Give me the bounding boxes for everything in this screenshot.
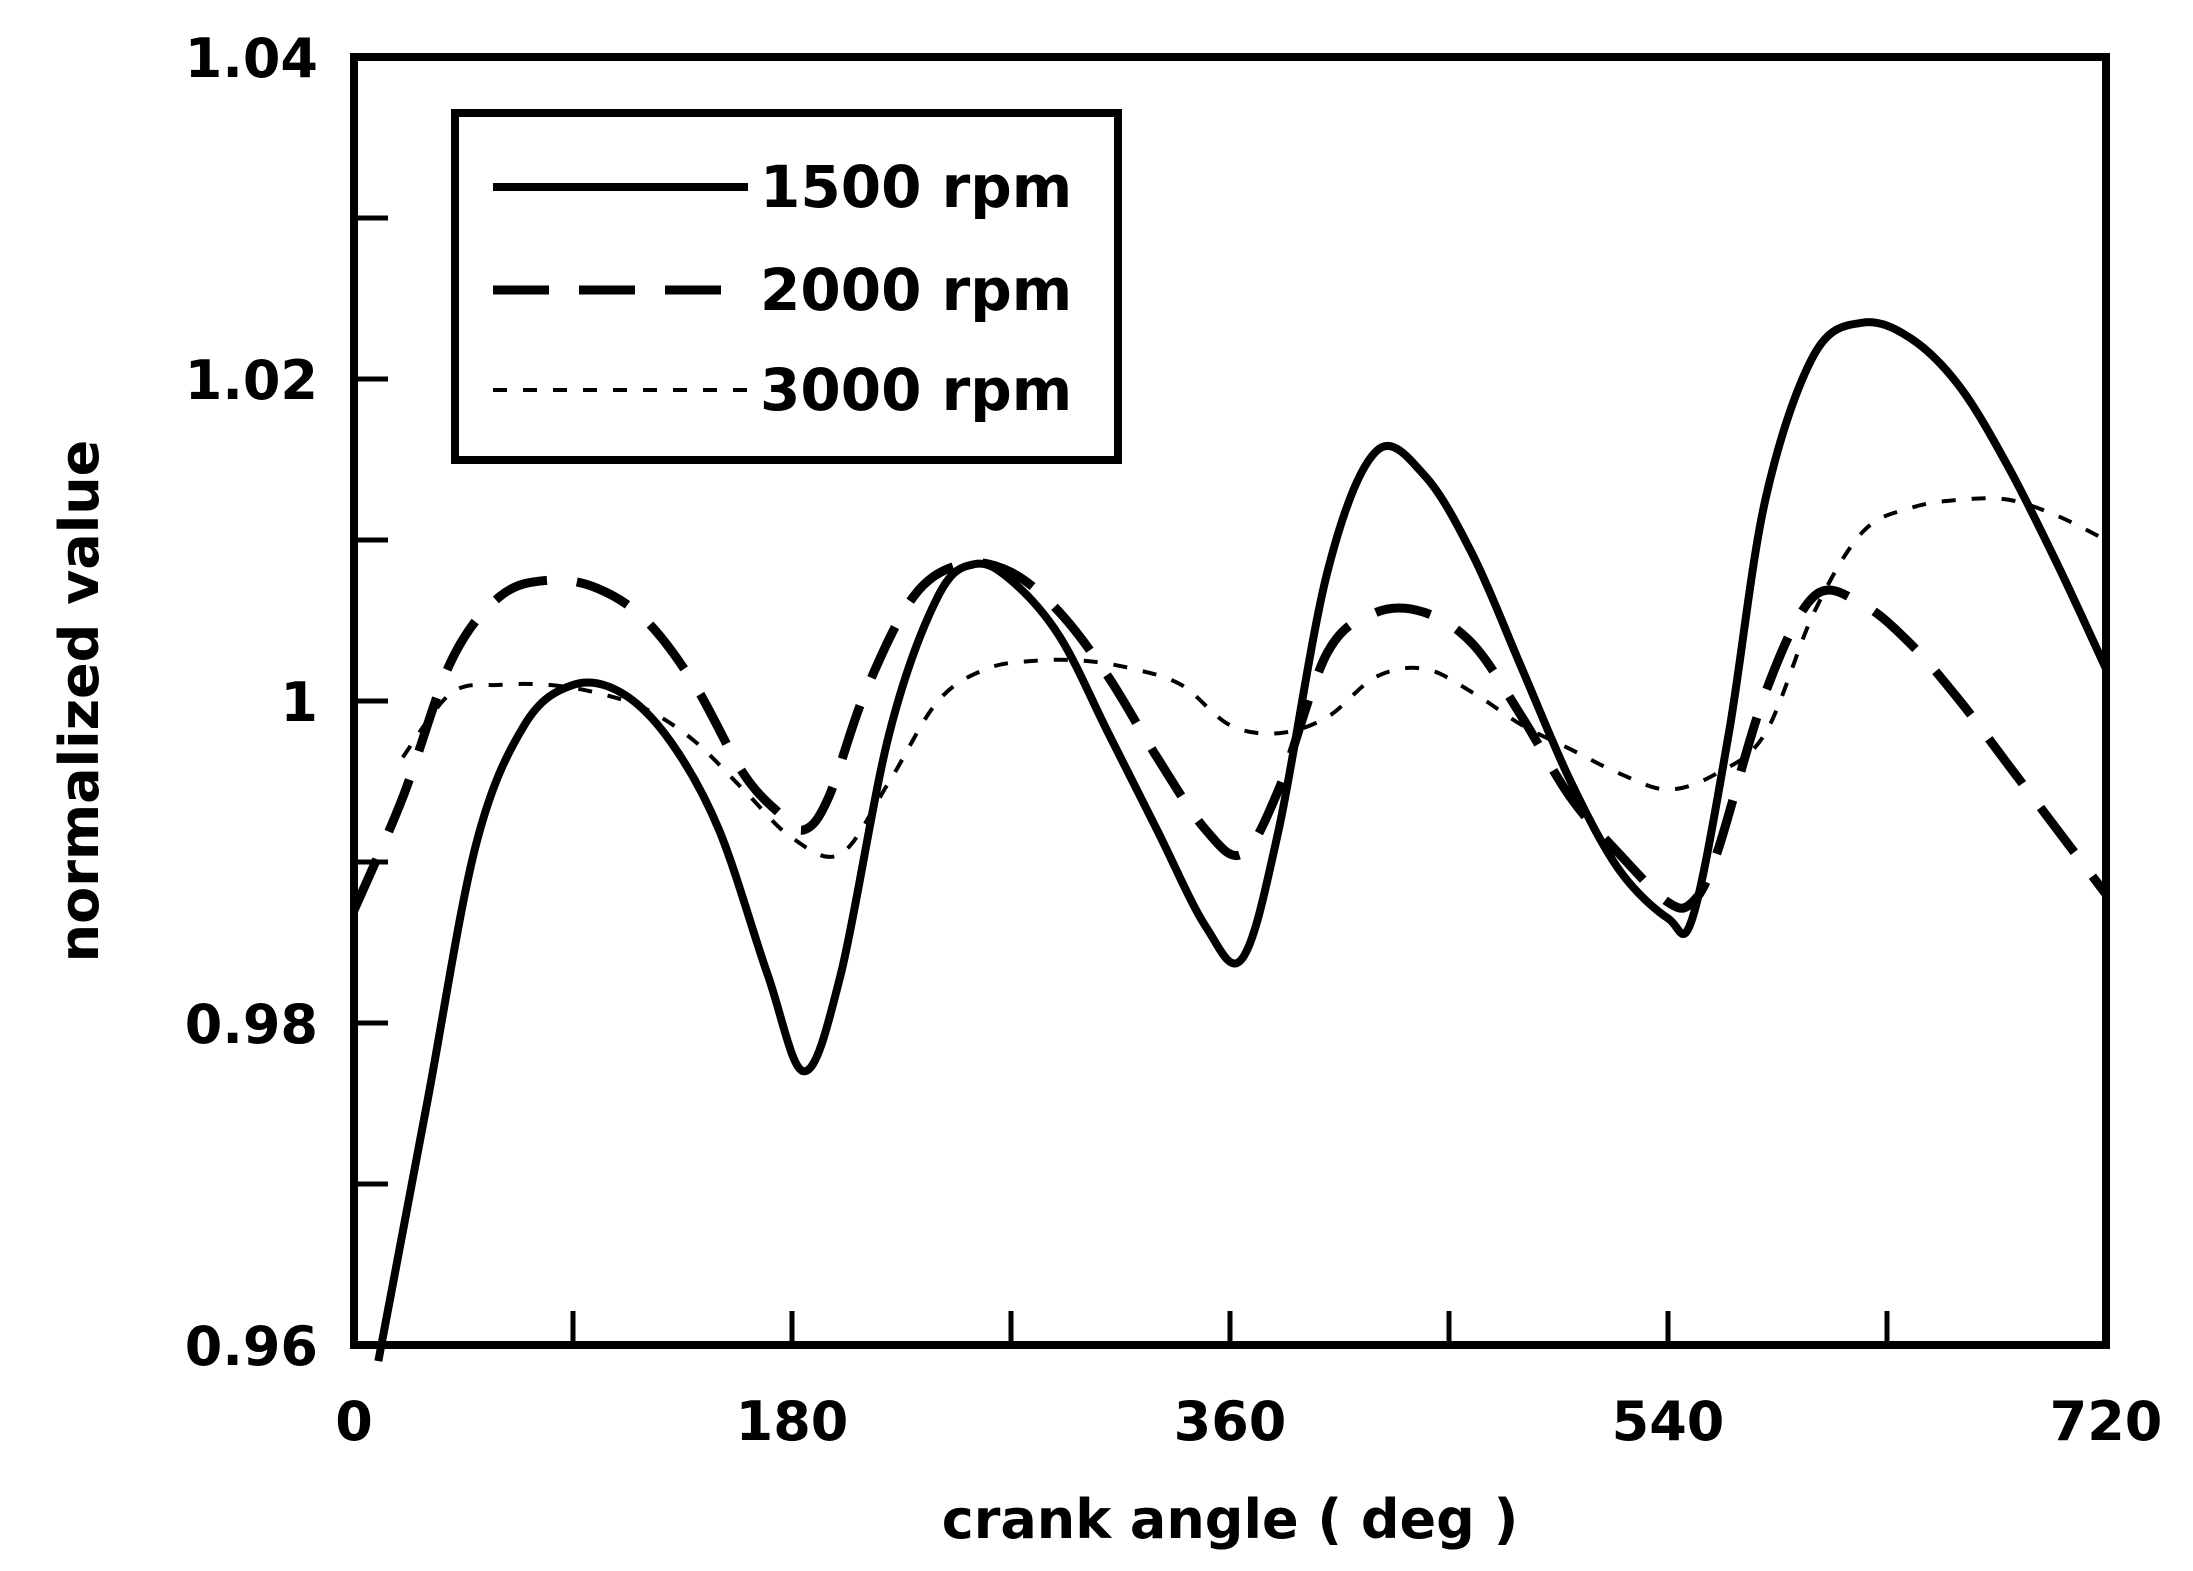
y-axis-ticks (354, 215, 388, 1187)
legend: 1500 rpm 2000 rpm 3000 rpm (451, 109, 1122, 464)
legend-label: 2000 rpm (760, 256, 1072, 324)
legend-box (451, 109, 1122, 464)
x-tick-label: 720 (2050, 1390, 2163, 1453)
series-layer (349, 318, 2110, 1362)
series-line-2 (401, 496, 2107, 859)
x-axis-ticks (570, 1311, 1890, 1345)
x-tick-label: 180 (736, 1390, 849, 1453)
x-tick-label: 360 (1174, 1390, 1287, 1453)
y-tick-label: 1 (280, 671, 318, 734)
x-tick-label: 0 (335, 1390, 373, 1453)
series-line-0 (374, 318, 2110, 1362)
y-tick-label: 0.96 (185, 1315, 318, 1378)
y-tick-label: 0.98 (185, 993, 318, 1056)
x-axis-title: crank angle ( deg ) (942, 1488, 1519, 1551)
y-tick-labels: 0.96 0.98 1 1.02 1.04 (185, 27, 318, 1378)
legend-label: 1500 rpm (760, 153, 1072, 221)
y-axis-title: normalized value (48, 440, 111, 963)
x-tick-label: 540 (1612, 1390, 1725, 1453)
y-tick-label: 1.02 (185, 349, 318, 412)
plot-frame (350, 53, 2110, 1349)
series-line-1 (349, 558, 2110, 913)
legend-label: 3000 rpm (760, 356, 1072, 424)
x-tick-labels: 0 180 360 540 720 (335, 1390, 2162, 1453)
y-tick-label: 1.04 (185, 27, 318, 90)
